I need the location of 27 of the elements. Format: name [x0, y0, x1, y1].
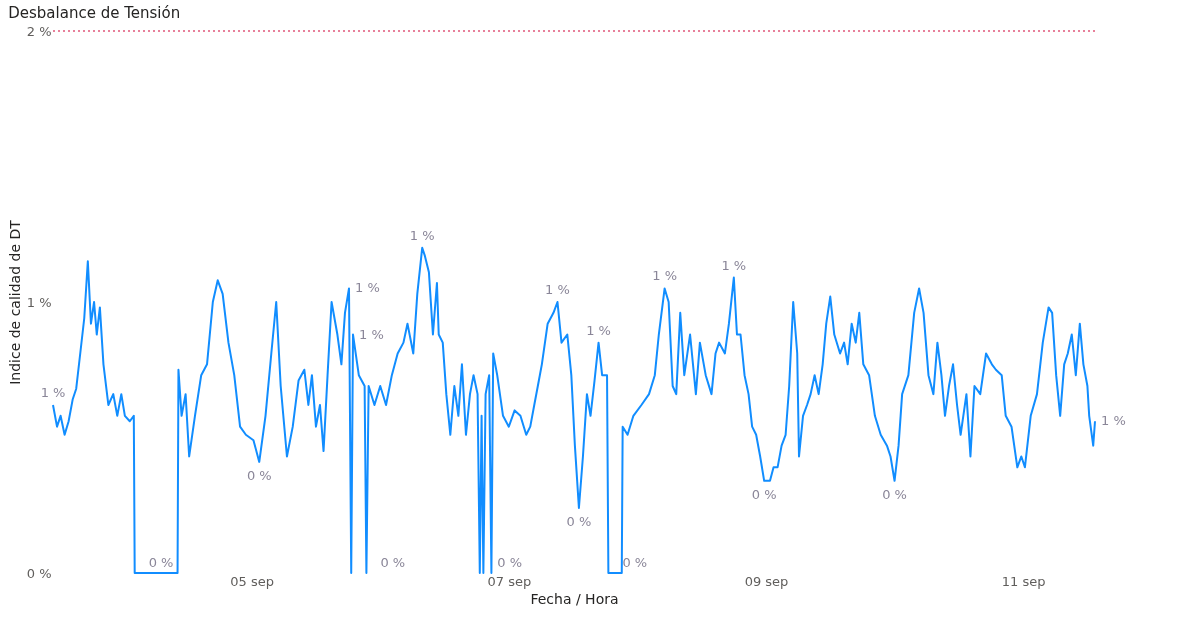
- x-axis-title: Fecha / Hora: [530, 590, 619, 607]
- annotation: 0 %: [148, 555, 174, 570]
- x-tick-label: 09 sep: [744, 573, 789, 589]
- annotation: 0 %: [622, 555, 648, 570]
- x-tick-label: 11 sep: [1001, 573, 1046, 589]
- annotation: 1 %: [652, 268, 678, 284]
- chart-title: Desbalance de Tensión: [8, 4, 181, 22]
- annotation: 1 %: [721, 257, 747, 273]
- y-tick-label: 2 %: [26, 23, 52, 39]
- annotation: 1 %: [545, 282, 570, 297]
- annotation: 1 %: [359, 326, 384, 342]
- annotation: 0 %: [497, 555, 523, 570]
- annotation: 0 %: [751, 486, 777, 502]
- y-axis-title: Indice de calidad de DT: [6, 219, 23, 385]
- y-tick-label: 1 %: [26, 294, 52, 310]
- annotation: 0 %: [246, 467, 272, 483]
- y-tick-label: 0 %: [26, 565, 52, 581]
- annotation: 0 %: [380, 555, 406, 570]
- x-tick-label: 07 sep: [487, 573, 532, 589]
- annotation: 0 %: [566, 513, 592, 529]
- annotation: 1 %: [354, 280, 380, 296]
- annotation: 1 %: [586, 322, 611, 338]
- annotation: 1 %: [1101, 413, 1126, 429]
- annotation: 1 %: [409, 227, 435, 243]
- annotation: 1 %: [40, 384, 66, 400]
- x-tick-label: 05 sep: [230, 573, 275, 589]
- annotation: 0 %: [882, 486, 907, 502]
